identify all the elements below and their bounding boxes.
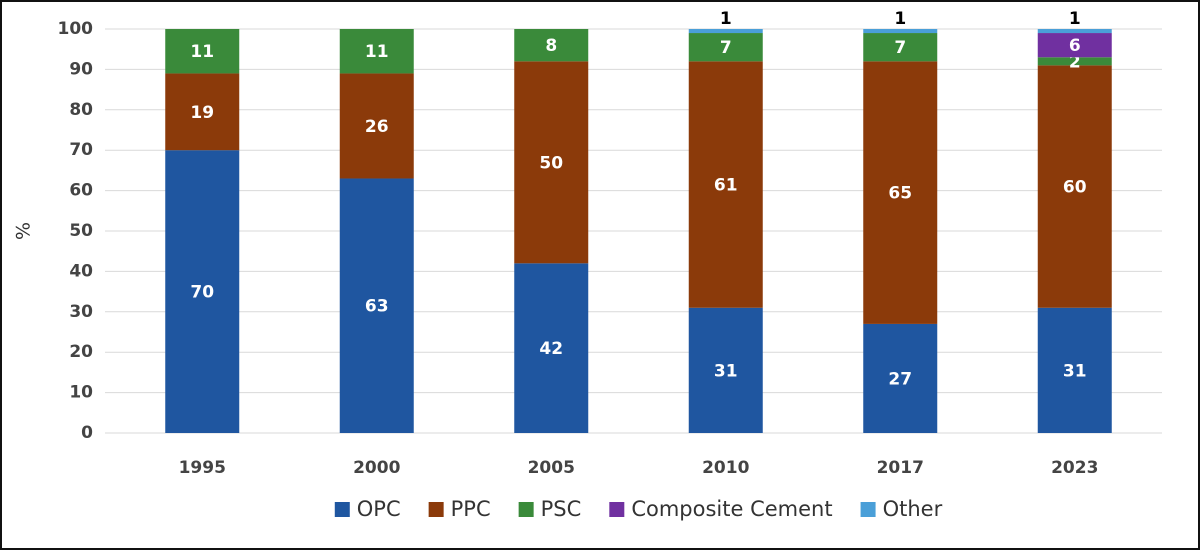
data-label: 11 <box>190 42 214 62</box>
x-tick-label: 1995 <box>179 458 226 478</box>
legend-swatch <box>518 502 534 517</box>
data-label: 26 <box>365 117 389 137</box>
x-tick-label: 2023 <box>1051 458 1098 478</box>
data-label: 27 <box>888 369 912 389</box>
bar-segment <box>514 61 589 264</box>
bar-segment <box>1037 65 1112 308</box>
data-label: 1 <box>1069 9 1081 29</box>
data-label: 70 <box>190 283 214 303</box>
data-label: 1 <box>720 9 732 29</box>
y-tick-label: 10 <box>69 383 93 403</box>
bar-segment <box>688 33 763 62</box>
data-label: 19 <box>190 103 214 123</box>
y-axis-label: % <box>13 222 35 240</box>
legend-swatch <box>428 502 444 517</box>
legend-label: PSC <box>541 497 582 521</box>
bar-segment <box>863 33 938 62</box>
data-label: 6 <box>1069 36 1081 56</box>
data-label: 31 <box>1063 361 1087 381</box>
bar-segment <box>863 29 938 34</box>
bar-segment <box>688 61 763 308</box>
bar-segment <box>165 150 240 433</box>
data-label: 60 <box>1063 178 1087 198</box>
legend-swatch <box>860 502 876 517</box>
bar-segment <box>1037 33 1112 58</box>
bar-segment <box>1037 57 1112 66</box>
bar-segment <box>514 263 589 433</box>
y-tick-label: 70 <box>69 140 93 160</box>
bar-segment <box>339 178 414 433</box>
y-tick-label: 0 <box>81 423 93 443</box>
bar-segment <box>339 73 414 179</box>
x-tick-label: 2005 <box>528 458 575 478</box>
y-tick-label: 60 <box>69 181 93 201</box>
data-label: 61 <box>714 176 738 196</box>
y-tick-label: 30 <box>69 302 93 322</box>
bar-segment <box>165 29 240 74</box>
data-label: 63 <box>365 297 389 317</box>
y-tick-label: 80 <box>69 100 93 120</box>
y-tick-label: 20 <box>69 342 93 362</box>
bar-segment <box>514 29 589 62</box>
legend-swatch <box>334 502 350 517</box>
data-label: 65 <box>888 184 912 204</box>
legend-label: Other <box>883 497 943 521</box>
legend-label: Composite Cement <box>631 497 832 521</box>
x-tick-label: 2010 <box>702 458 749 478</box>
y-tick-label: 50 <box>69 221 93 241</box>
x-tick-label: 2017 <box>877 458 924 478</box>
bar-segment <box>1037 29 1112 34</box>
y-tick-label: 100 <box>58 19 94 39</box>
bar-segment <box>688 29 763 34</box>
y-tick-label: 90 <box>69 59 93 79</box>
bar-segment <box>863 61 938 324</box>
data-label: 1 <box>894 9 906 29</box>
bar-segment <box>688 307 763 433</box>
bar-segment <box>863 323 938 433</box>
legend-label: PPC <box>451 497 491 521</box>
bar-segment <box>1037 307 1112 433</box>
x-tick-label: 2000 <box>353 458 400 478</box>
data-label: 2 <box>1069 52 1081 72</box>
data-label: 11 <box>365 42 389 62</box>
bar-segment <box>165 73 240 151</box>
data-label: 7 <box>720 38 732 58</box>
data-label: 31 <box>714 361 738 381</box>
legend-swatch <box>609 502 625 517</box>
bar-segment <box>339 29 414 74</box>
y-tick-label: 40 <box>69 261 93 281</box>
data-label: 50 <box>539 153 563 173</box>
data-label: 7 <box>894 38 906 58</box>
legend-label: OPC <box>357 497 401 521</box>
data-label: 8 <box>545 36 557 56</box>
data-label: 42 <box>539 339 563 359</box>
